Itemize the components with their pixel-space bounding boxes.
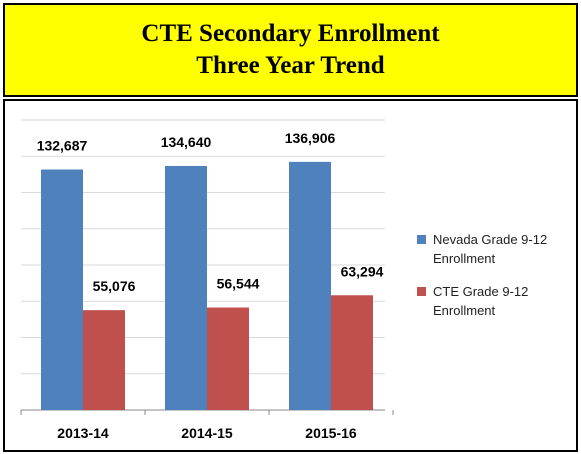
bar bbox=[165, 165, 207, 410]
data-label: 56,544 bbox=[217, 276, 260, 292]
legend-swatch bbox=[417, 287, 426, 296]
legend-label: CTE Grade 9-12 Enrollment bbox=[433, 284, 529, 318]
legend-item: Nevada Grade 9-12 Enrollment bbox=[417, 230, 558, 268]
x-tick-label: 2013-14 bbox=[57, 425, 109, 441]
legend-item: CTE Grade 9-12 Enrollment bbox=[417, 282, 558, 320]
bar bbox=[331, 295, 373, 410]
chart-box bbox=[3, 99, 578, 452]
chart-title: CTE Secondary Enrollment bbox=[141, 20, 440, 47]
x-tick-label: 2015-16 bbox=[305, 425, 357, 441]
legend-label: Nevada Grade 9-12 Enrollment bbox=[433, 232, 548, 266]
bar bbox=[207, 307, 249, 410]
title-box: CTE Secondary Enrollment Three Year Tren… bbox=[3, 3, 578, 97]
data-label: 63,294 bbox=[341, 263, 384, 279]
x-tick-label: 2014-15 bbox=[181, 425, 233, 441]
legend-swatch bbox=[417, 235, 426, 244]
bar bbox=[83, 310, 125, 410]
data-label: 136,906 bbox=[285, 130, 336, 146]
chart-subtitle: Three Year Trend bbox=[196, 52, 385, 79]
data-label: 132,687 bbox=[37, 138, 88, 154]
bar bbox=[289, 161, 331, 410]
data-label: 134,640 bbox=[161, 134, 212, 150]
bar bbox=[41, 169, 83, 410]
data-label: 55,076 bbox=[93, 278, 136, 294]
